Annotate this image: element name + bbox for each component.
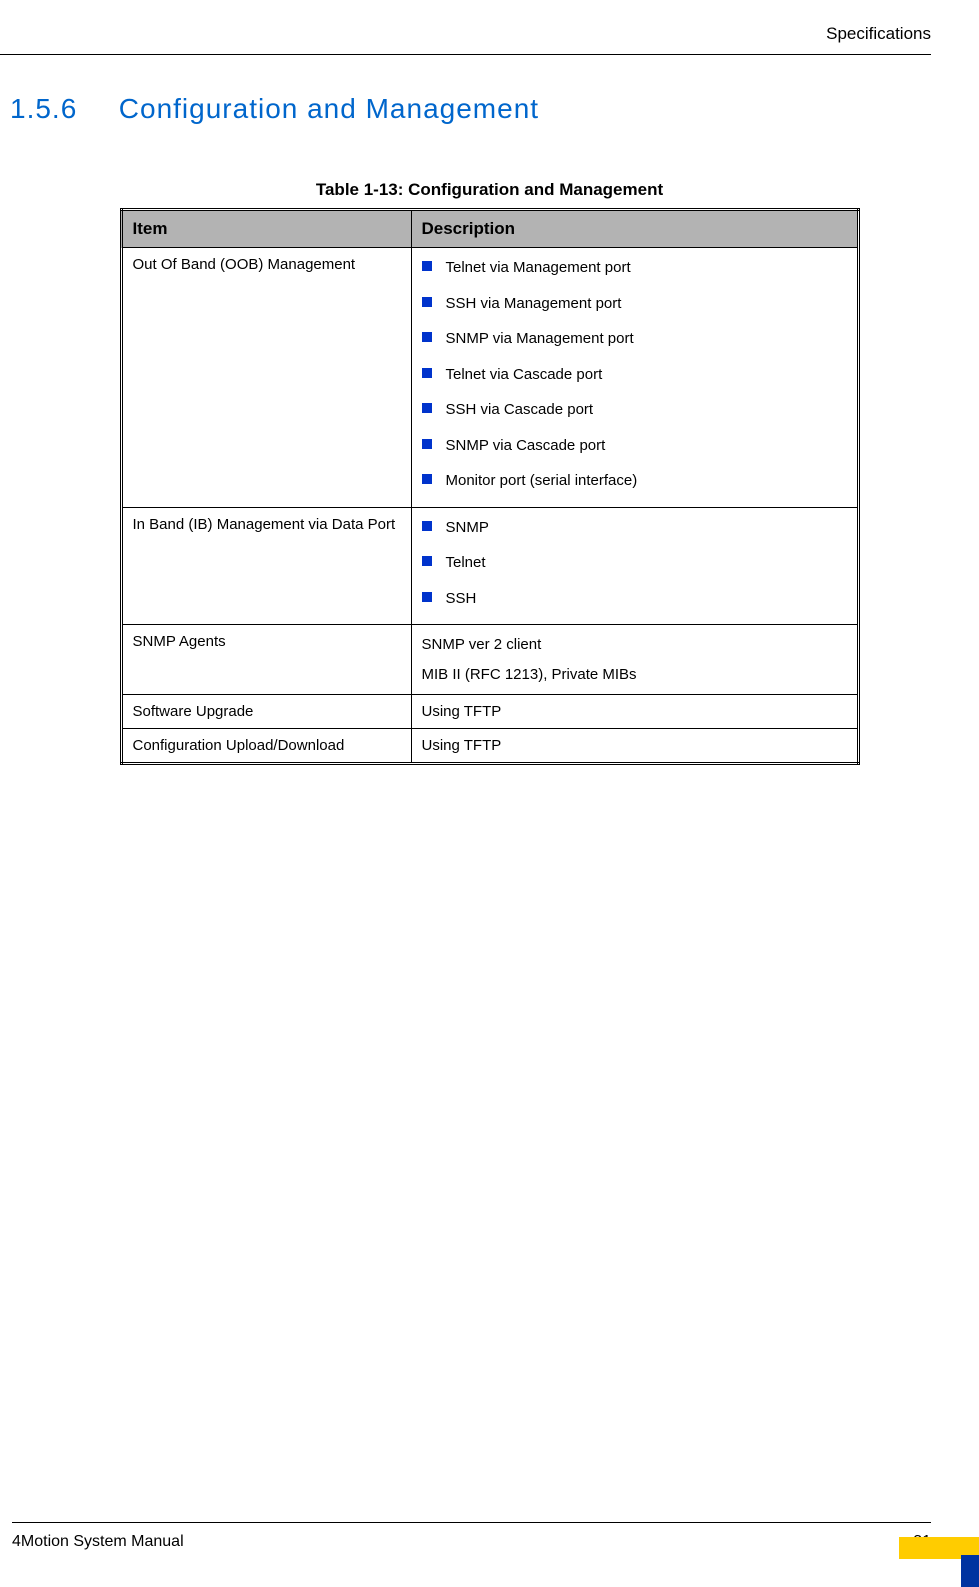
table-row: Software UpgradeUsing TFTP: [121, 695, 858, 729]
bullet-item: SNMP: [422, 516, 847, 546]
table-row: SNMP AgentsSNMP ver 2 clientMIB II (RFC …: [121, 625, 858, 695]
section-number: 1.5.6: [10, 93, 110, 125]
table-header-row: Item Description: [121, 210, 858, 248]
line-item: SNMP ver 2 client: [422, 633, 847, 663]
bullet-item: Monitor port (serial interface): [422, 463, 847, 499]
bullet-item: Telnet: [422, 545, 847, 581]
bullet-item: SSH via Management port: [422, 286, 847, 322]
bullet-item: Telnet via Management port: [422, 256, 847, 286]
bullet-list: Telnet via Management portSSH via Manage…: [422, 256, 847, 499]
bullet-item: SSH via Cascade port: [422, 392, 847, 428]
cell-description: Using TFTP: [411, 695, 858, 729]
cell-item: Configuration Upload/Download: [121, 729, 411, 764]
cell-item: SNMP Agents: [121, 625, 411, 695]
cell-description: Telnet via Management portSSH via Manage…: [411, 248, 858, 508]
cell-item: In Band (IB) Management via Data Port: [121, 507, 411, 625]
footer-rule: [12, 1522, 931, 1523]
table-row: In Band (IB) Management via Data PortSNM…: [121, 507, 858, 625]
bullet-item: SNMP via Management port: [422, 321, 847, 357]
bullet-item: SNMP via Cascade port: [422, 428, 847, 464]
cell-description: SNMP ver 2 clientMIB II (RFC 1213), Priv…: [411, 625, 858, 695]
footer-manual-name: 4Motion System Manual: [12, 1533, 184, 1551]
col-header-item: Item: [121, 210, 411, 248]
col-header-description: Description: [411, 210, 858, 248]
decor-blue-bar: [961, 1555, 979, 1587]
table-row: Out Of Band (OOB) ManagementTelnet via M…: [121, 248, 858, 508]
bullet-item: Telnet via Cascade port: [422, 357, 847, 393]
plain-lines: SNMP ver 2 clientMIB II (RFC 1213), Priv…: [422, 633, 847, 686]
line-item: MIB II (RFC 1213), Private MIBs: [422, 663, 847, 687]
cell-description: Using TFTP: [411, 729, 858, 764]
cell-item: Software Upgrade: [121, 695, 411, 729]
spec-table: Item Description Out Of Band (OOB) Manag…: [120, 208, 860, 765]
cell-item: Out Of Band (OOB) Management: [121, 248, 411, 508]
footer-decor: [935, 1477, 979, 1587]
bullet-list: SNMPTelnetSSH: [422, 516, 847, 617]
page-footer: 4Motion System Manual 31: [0, 1522, 979, 1551]
table-row: Configuration Upload/DownloadUsing TFTP: [121, 729, 858, 764]
cell-description: SNMPTelnetSSH: [411, 507, 858, 625]
chapter-title: Specifications: [826, 24, 931, 43]
section-heading: 1.5.6 Configuration and Management: [0, 55, 979, 125]
table-caption: Table 1-13: Configuration and Management: [0, 180, 979, 200]
section-title: Configuration and Management: [119, 93, 539, 124]
page-header: Specifications: [0, 0, 979, 44]
bullet-item: SSH: [422, 581, 847, 617]
